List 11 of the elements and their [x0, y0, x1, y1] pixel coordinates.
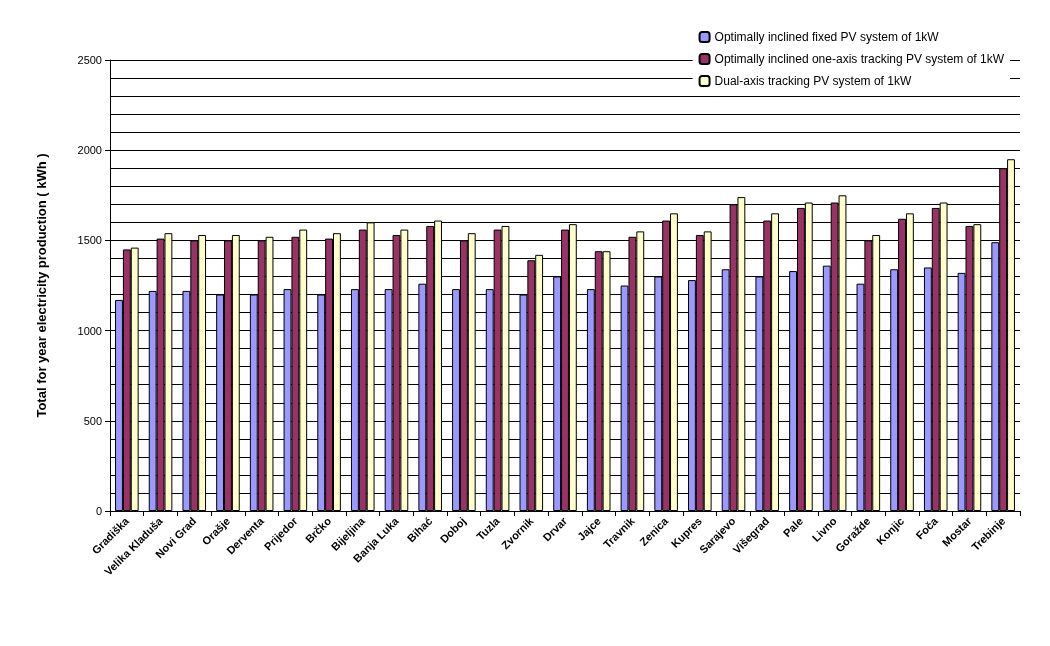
x-tick-label: Pale — [780, 514, 806, 540]
y-tick-label: 500 — [83, 414, 102, 427]
legend-label: Dual-axis tracking PV system of 1kW — [714, 74, 912, 88]
legend-label: Optimally inclined one-axis tracking PV system of 1kW — [714, 52, 1005, 66]
y-axis-title: Total for year electricity production ( kWh ) — [34, 153, 49, 418]
y-tick-label: 2000 — [77, 144, 102, 157]
y-tick-label: 1000 — [77, 324, 102, 337]
y-tick-label: 1500 — [77, 234, 102, 247]
y-tick-label: 0 — [95, 505, 102, 517]
legend-label: Optimally inclined fixed PV system of 1kW — [714, 30, 940, 44]
y-tick-label: 2500 — [77, 54, 102, 66]
